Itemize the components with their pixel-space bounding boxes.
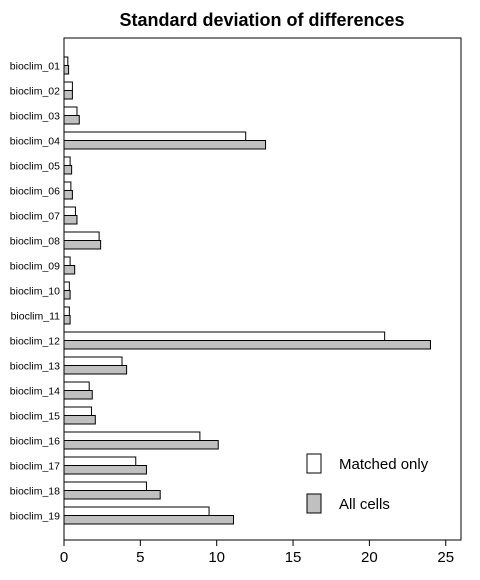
bar-all-cells: [63, 90, 73, 100]
bar-all-cells: [63, 190, 73, 200]
bar-matched-only: [63, 56, 69, 66]
bar-matched-only: [63, 181, 72, 191]
category-label: bioclim_19: [10, 511, 60, 523]
bar-matched-only: [63, 81, 73, 91]
bar-all-cells: [63, 490, 161, 500]
bar-all-cells: [63, 415, 96, 425]
category-label: bioclim_18: [10, 486, 60, 498]
x-tick-label: 0: [60, 549, 68, 566]
category-label: bioclim_08: [10, 236, 60, 248]
category-label: bioclim_11: [11, 311, 61, 323]
bar-all-cells: [63, 240, 102, 250]
bar-all-cells: [63, 340, 431, 350]
category-label: bioclim_06: [10, 186, 60, 198]
bar-all-cells: [63, 365, 128, 375]
category-label: bioclim_13: [10, 361, 60, 373]
x-tick-label: 10: [208, 549, 225, 566]
bar-matched-only: [63, 381, 90, 391]
category-label: bioclim_03: [10, 111, 60, 123]
bar-all-cells: [63, 515, 234, 525]
x-tick-label: 15: [285, 549, 302, 566]
category-label: bioclim_02: [10, 86, 60, 98]
bar-all-cells: [63, 140, 267, 150]
bar-matched-only: [63, 156, 71, 166]
legend-swatch-matched-only: [306, 453, 322, 474]
bar-all-cells: [63, 165, 73, 175]
bar-matched-only: [63, 506, 210, 516]
category-labels: bioclim_01 bioclim_02 bioclim_03 bioclim_04…: [10, 61, 60, 523]
category-label: bioclim_12: [10, 336, 60, 348]
bar-all-cells: [63, 115, 80, 125]
bar-all-cells: [63, 465, 147, 475]
bar-matched-only: [63, 131, 247, 141]
bar-matched-only: [63, 206, 76, 216]
bar-all-cells: [63, 315, 71, 325]
chart-title: Standard deviation of differences: [119, 10, 404, 30]
bar-matched-only: [63, 456, 137, 466]
legend-swatch-all-cells: [306, 493, 322, 514]
category-label: bioclim_01: [10, 61, 60, 73]
bar-matched-only: [63, 231, 100, 241]
bar-matched-only: [63, 331, 386, 341]
bar-matched-only: [63, 481, 147, 491]
bar-matched-only: [63, 256, 71, 266]
x-axis: 0 5 10 15 20 25: [60, 540, 454, 566]
category-label: bioclim_04: [10, 136, 60, 148]
bars-layer: [63, 56, 431, 525]
x-tick-label: 25: [437, 549, 454, 566]
category-label: bioclim_17: [10, 461, 60, 473]
category-label: bioclim_14: [10, 386, 60, 398]
bar-all-cells: [63, 440, 219, 450]
bar-all-cells: [63, 265, 76, 275]
category-label: bioclim_05: [10, 161, 60, 173]
bar-matched-only: [63, 356, 123, 366]
bar-matched-only: [63, 406, 92, 416]
category-label: bioclim_09: [10, 261, 60, 273]
legend: Matched only All cells: [306, 453, 429, 514]
bar-matched-only: [63, 281, 70, 291]
category-label: bioclim_10: [10, 286, 60, 298]
bar-all-cells: [63, 65, 70, 75]
legend-label-matched-only: Matched only: [339, 456, 429, 473]
bar-all-cells: [63, 290, 71, 300]
bar-all-cells: [63, 390, 93, 400]
x-tick-label: 5: [136, 549, 144, 566]
category-label: bioclim_07: [10, 211, 60, 223]
legend-label-all-cells: All cells: [339, 496, 390, 513]
bar-matched-only: [63, 106, 78, 116]
bar-all-cells: [63, 215, 78, 225]
category-label: bioclim_16: [10, 436, 60, 448]
x-tick-label: 20: [361, 549, 378, 566]
bar-matched-only: [63, 431, 201, 441]
bar-matched-only: [63, 306, 70, 316]
category-label: bioclim_15: [10, 411, 60, 423]
